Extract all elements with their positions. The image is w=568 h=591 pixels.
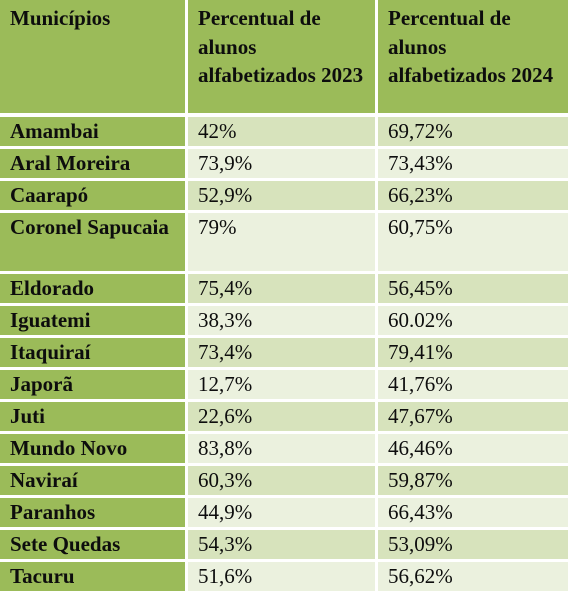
header-row: Municípios Percentual de alunos alfabeti… [0,0,568,117]
municipio-cell: Naviraí [0,466,188,498]
percent-2024-cell: 69,72% [378,117,568,149]
table-row: Eldorado 75,4% 56,45% [0,274,568,306]
table-row: Mundo Novo 83,8% 46,46% [0,434,568,466]
table-row: Paranhos 44,9% 66,43% [0,498,568,530]
percent-2024-cell: 60.02% [378,306,568,338]
percent-2023-cell: 51,6% [188,562,378,591]
percent-2024-cell: 59,87% [378,466,568,498]
table-row: Caarapó 52,9% 66,23% [0,181,568,213]
percent-2023-cell: 79% [188,213,378,274]
percent-2024-cell: 66,43% [378,498,568,530]
municipio-cell: Amambai [0,117,188,149]
table-row: Sete Quedas 54,3% 53,09% [0,530,568,562]
municipio-cell: Mundo Novo [0,434,188,466]
municipio-cell: Eldorado [0,274,188,306]
header-percentual-2023: Percentual de alunos alfabetizados 2023 [188,0,378,117]
percent-2024-cell: 53,09% [378,530,568,562]
table-row: Itaquiraí 73,4% 79,41% [0,338,568,370]
table-row: Aral Moreira 73,9% 73,43% [0,149,568,181]
percent-2023-cell: 12,7% [188,370,378,402]
table-row: Naviraí 60,3% 59,87% [0,466,568,498]
table-body: Amambai 42% 69,72% Aral Moreira 73,9% 73,43% C… [0,117,568,591]
percent-2023-cell: 42% [188,117,378,149]
percent-2024-cell: 79,41% [378,338,568,370]
percent-2024-cell: 60,75% [378,213,568,274]
municipio-cell: Coronel Sapucaia [0,213,188,274]
municipio-cell: Itaquiraí [0,338,188,370]
percent-2023-cell: 54,3% [188,530,378,562]
municipio-cell: Caarapó [0,181,188,213]
table-row: Iguatemi 38,3% 60.02% [0,306,568,338]
header-municipios: Municípios [0,0,188,117]
municipio-cell: Tacuru [0,562,188,591]
percent-2023-cell: 73,9% [188,149,378,181]
percent-2024-cell: 56,45% [378,274,568,306]
percent-2023-cell: 22,6% [188,402,378,434]
percent-2024-cell: 46,46% [378,434,568,466]
percent-2024-cell: 41,76% [378,370,568,402]
municipio-cell: Paranhos [0,498,188,530]
municipio-cell: Japorã [0,370,188,402]
percent-2023-cell: 73,4% [188,338,378,370]
table-row: Juti 22,6% 47,67% [0,402,568,434]
municipio-cell: Iguatemi [0,306,188,338]
percent-2023-cell: 38,3% [188,306,378,338]
table-row: Tacuru 51,6% 56,62% [0,562,568,591]
percent-2024-cell: 73,43% [378,149,568,181]
percent-2024-cell: 56,62% [378,562,568,591]
table-row: Coronel Sapucaia 79% 60,75% [0,213,568,274]
municipio-cell: Aral Moreira [0,149,188,181]
percent-2023-cell: 60,3% [188,466,378,498]
percent-2023-cell: 83,8% [188,434,378,466]
percent-2023-cell: 52,9% [188,181,378,213]
table-row: Japorã 12,7% 41,76% [0,370,568,402]
percent-2023-cell: 44,9% [188,498,378,530]
table-row: Amambai 42% 69,72% [0,117,568,149]
municipio-cell: Sete Quedas [0,530,188,562]
percent-2023-cell: 75,4% [188,274,378,306]
municipio-cell: Juti [0,402,188,434]
header-percentual-2024: Percentual de alunos alfabetizados 2024 [378,0,568,117]
percent-2024-cell: 66,23% [378,181,568,213]
percent-2024-cell: 47,67% [378,402,568,434]
